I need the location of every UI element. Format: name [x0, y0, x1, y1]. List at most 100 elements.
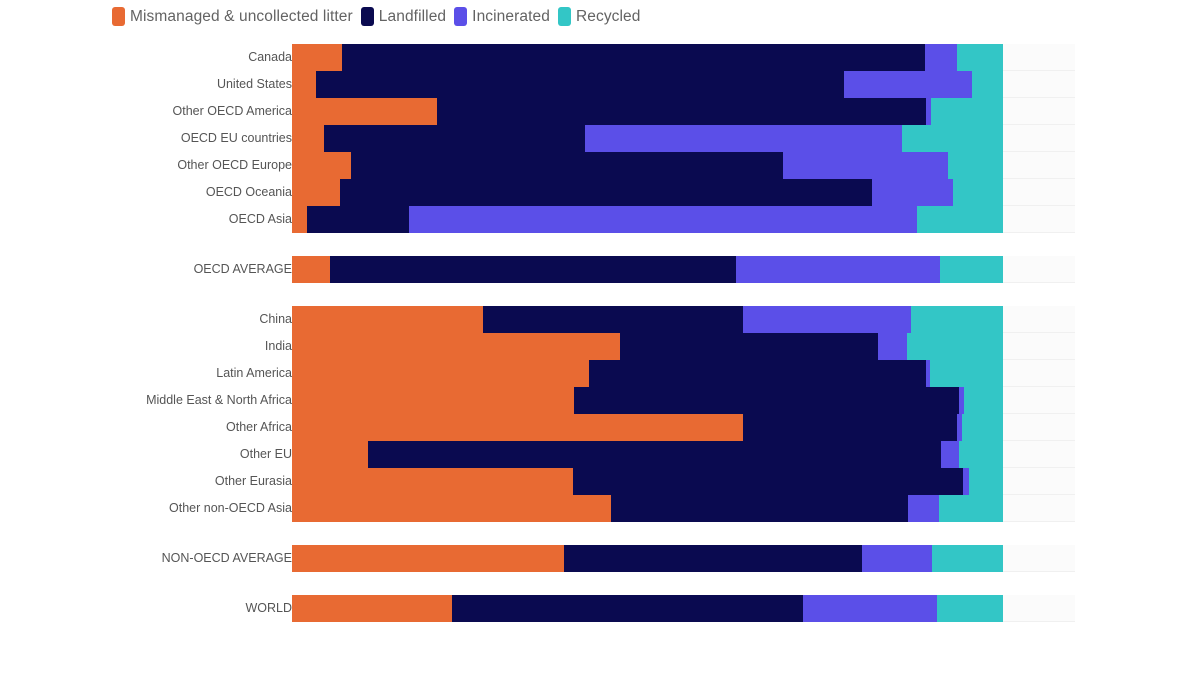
- bar-segment-recycled[interactable]: [916, 206, 1003, 233]
- bar-segment-incinerated[interactable]: [958, 387, 964, 414]
- bar-segment-incinerated[interactable]: [783, 152, 949, 179]
- bar-segment-recycled[interactable]: [953, 179, 1003, 206]
- bar-segment-incinerated[interactable]: [872, 179, 954, 206]
- bar-segment-landfilled[interactable]: [368, 441, 942, 468]
- legend-item-incinerated[interactable]: Incinerated: [454, 7, 550, 26]
- chart-row[interactable]: NON-OECD AVERAGE: [0, 545, 1200, 572]
- stacked-bar[interactable]: [292, 256, 1003, 283]
- bar-segment-incinerated[interactable]: [925, 44, 957, 71]
- bar-segment-recycled[interactable]: [940, 256, 1003, 283]
- bar-segment-landfilled[interactable]: [316, 71, 845, 98]
- bar-segment-litter[interactable]: [292, 98, 438, 125]
- chart-row[interactable]: WORLD: [0, 595, 1200, 622]
- bar-segment-incinerated[interactable]: [743, 306, 912, 333]
- bar-segment-landfilled[interactable]: [483, 306, 744, 333]
- bar-segment-litter[interactable]: [292, 333, 620, 360]
- chart-row[interactable]: Other Eurasia: [0, 468, 1200, 495]
- bar-segment-landfilled[interactable]: [451, 595, 804, 622]
- bar-segment-litter[interactable]: [292, 256, 330, 283]
- bar-segment-landfilled[interactable]: [306, 206, 409, 233]
- bar-segment-recycled[interactable]: [936, 595, 1003, 622]
- chart-row[interactable]: Middle East & North Africa: [0, 387, 1200, 414]
- bar-segment-litter[interactable]: [292, 387, 575, 414]
- stacked-bar[interactable]: [292, 414, 1003, 441]
- bar-segment-landfilled[interactable]: [323, 125, 585, 152]
- bar-segment-incinerated[interactable]: [877, 333, 907, 360]
- stacked-bar[interactable]: [292, 152, 1003, 179]
- stacked-bar[interactable]: [292, 206, 1003, 233]
- bar-segment-landfilled[interactable]: [329, 256, 737, 283]
- bar-segment-landfilled[interactable]: [572, 468, 964, 495]
- chart-row[interactable]: OECD EU countries: [0, 125, 1200, 152]
- chart-row[interactable]: OECD Asia: [0, 206, 1200, 233]
- bar-segment-litter[interactable]: [292, 206, 307, 233]
- stacked-bar[interactable]: [292, 387, 1003, 414]
- bar-segment-landfilled[interactable]: [619, 333, 878, 360]
- bar-segment-litter[interactable]: [292, 44, 342, 71]
- chart-row[interactable]: Canada: [0, 44, 1200, 71]
- bar-segment-litter[interactable]: [292, 468, 573, 495]
- bar-segment-landfilled[interactable]: [564, 545, 863, 572]
- stacked-bar[interactable]: [292, 360, 1003, 387]
- stacked-bar[interactable]: [292, 98, 1003, 125]
- stacked-bar[interactable]: [292, 125, 1003, 152]
- chart-row[interactable]: India: [0, 333, 1200, 360]
- bar-segment-recycled[interactable]: [906, 333, 1003, 360]
- bar-segment-incinerated[interactable]: [907, 495, 940, 522]
- stacked-bar[interactable]: [292, 595, 1003, 622]
- legend-item-recycled[interactable]: Recycled: [557, 7, 641, 26]
- bar-segment-recycled[interactable]: [931, 545, 1003, 572]
- legend-item-landfilled[interactable]: Landfilled: [360, 7, 446, 26]
- bar-segment-incinerated[interactable]: [844, 71, 972, 98]
- bar-segment-litter[interactable]: [292, 306, 484, 333]
- bar-segment-recycled[interactable]: [962, 414, 1003, 441]
- chart-row[interactable]: China: [0, 306, 1200, 333]
- bar-segment-recycled[interactable]: [948, 152, 1003, 179]
- chart-row[interactable]: Other non-OECD Asia: [0, 495, 1200, 522]
- bar-segment-litter[interactable]: [292, 414, 743, 441]
- legend-item-litter[interactable]: Mismanaged & uncollected litter: [112, 7, 353, 26]
- bar-segment-recycled[interactable]: [971, 71, 1003, 98]
- bar-segment-landfilled[interactable]: [589, 360, 927, 387]
- chart-row[interactable]: Other Africa: [0, 414, 1200, 441]
- bar-segment-litter[interactable]: [292, 125, 324, 152]
- bar-segment-litter[interactable]: [292, 152, 351, 179]
- bar-segment-recycled[interactable]: [968, 468, 1003, 495]
- chart-row[interactable]: OECD Oceania: [0, 179, 1200, 206]
- bar-segment-incinerated[interactable]: [957, 414, 963, 441]
- bar-segment-incinerated[interactable]: [941, 441, 959, 468]
- bar-segment-incinerated[interactable]: [408, 206, 917, 233]
- bar-segment-recycled[interactable]: [963, 387, 1003, 414]
- bar-segment-litter[interactable]: [292, 495, 611, 522]
- bar-segment-incinerated[interactable]: [584, 125, 902, 152]
- bar-segment-litter[interactable]: [292, 71, 317, 98]
- bar-segment-recycled[interactable]: [958, 441, 1003, 468]
- stacked-bar[interactable]: [292, 495, 1003, 522]
- bar-segment-landfilled[interactable]: [610, 495, 908, 522]
- chart-row[interactable]: Latin America: [0, 360, 1200, 387]
- stacked-bar[interactable]: [292, 71, 1003, 98]
- bar-segment-litter[interactable]: [292, 595, 452, 622]
- bar-segment-landfilled[interactable]: [574, 387, 959, 414]
- bar-segment-recycled[interactable]: [930, 360, 1003, 387]
- bar-segment-landfilled[interactable]: [340, 179, 873, 206]
- bar-segment-recycled[interactable]: [956, 44, 1003, 71]
- chart-row[interactable]: United States: [0, 71, 1200, 98]
- bar-segment-landfilled[interactable]: [742, 414, 958, 441]
- bar-segment-litter[interactable]: [292, 179, 341, 206]
- bar-segment-incinerated[interactable]: [963, 468, 969, 495]
- bar-segment-litter[interactable]: [292, 545, 565, 572]
- chart-row[interactable]: Other EU: [0, 441, 1200, 468]
- bar-segment-landfilled[interactable]: [341, 44, 926, 71]
- chart-row[interactable]: Other OECD Europe: [0, 152, 1200, 179]
- bar-segment-landfilled[interactable]: [351, 152, 784, 179]
- stacked-bar[interactable]: [292, 333, 1003, 360]
- bar-segment-litter[interactable]: [292, 360, 590, 387]
- stacked-bar[interactable]: [292, 468, 1003, 495]
- bar-segment-incinerated[interactable]: [803, 595, 937, 622]
- stacked-bar[interactable]: [292, 179, 1003, 206]
- stacked-bar[interactable]: [292, 306, 1003, 333]
- bar-segment-incinerated[interactable]: [926, 98, 932, 125]
- bar-segment-incinerated[interactable]: [736, 256, 941, 283]
- stacked-bar[interactable]: [292, 441, 1003, 468]
